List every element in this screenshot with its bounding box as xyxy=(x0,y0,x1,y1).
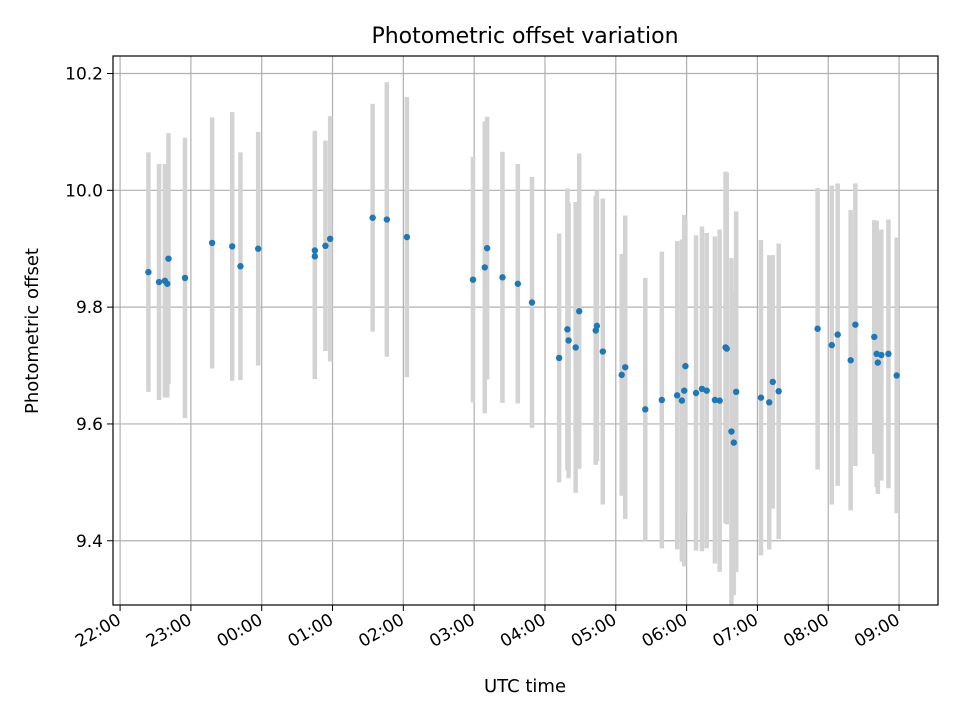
grid-lines xyxy=(113,56,938,605)
data-point xyxy=(369,214,376,221)
data-point xyxy=(326,235,334,243)
data-point xyxy=(311,247,319,254)
data-point xyxy=(499,274,506,281)
data-point xyxy=(155,278,163,286)
data-point xyxy=(852,321,859,328)
data-point xyxy=(682,362,689,370)
data-point xyxy=(483,244,491,252)
data-point xyxy=(383,216,391,223)
data-point xyxy=(642,406,649,413)
data-point xyxy=(847,357,854,364)
data-point xyxy=(878,351,885,359)
data-point xyxy=(164,280,171,287)
data-point xyxy=(681,387,688,394)
plot-frame xyxy=(112,55,939,606)
data-point xyxy=(871,333,878,341)
data-point xyxy=(673,392,681,399)
data-point xyxy=(769,378,776,386)
data-point xyxy=(145,268,152,276)
data-point xyxy=(403,233,411,241)
data-point xyxy=(766,399,773,406)
y-tick-label: 10.0 xyxy=(65,181,103,201)
data-point xyxy=(703,387,710,394)
y-tick-label: 10.2 xyxy=(65,65,103,85)
data-point xyxy=(555,354,563,362)
data-point xyxy=(828,341,835,349)
data-point xyxy=(618,371,625,379)
data-point xyxy=(565,337,572,344)
data-point xyxy=(711,396,719,404)
data-point xyxy=(514,280,522,287)
data-point xyxy=(732,388,740,396)
data-point xyxy=(730,439,738,446)
data-point xyxy=(165,255,172,262)
y-axis-ticks: 9.4 9.6 9.8 10.0 10.2 xyxy=(65,65,113,552)
data-point xyxy=(622,364,629,371)
data-point xyxy=(572,344,579,351)
data-point xyxy=(311,253,319,260)
data-point xyxy=(229,243,236,250)
data-point xyxy=(775,388,782,395)
data-point xyxy=(814,325,821,332)
data-point xyxy=(237,263,244,270)
data-point xyxy=(599,348,607,355)
x-axis-label: UTC time xyxy=(484,676,566,697)
data-point xyxy=(481,264,488,271)
chart-title: Photometric offset variation xyxy=(371,24,678,49)
data-point xyxy=(322,242,329,250)
data-point xyxy=(254,245,262,252)
y-axis-label: Photometric offset xyxy=(22,248,43,414)
data-point xyxy=(528,299,536,306)
y-tick-label: 9.6 xyxy=(76,415,103,435)
y-tick-label: 9.4 xyxy=(76,532,103,552)
data-point xyxy=(692,389,700,397)
data-point xyxy=(716,397,723,404)
data-point xyxy=(874,359,882,366)
y-tick-label: 9.8 xyxy=(76,298,103,318)
data-points xyxy=(145,214,900,446)
data-point xyxy=(757,394,765,401)
data-point xyxy=(564,326,571,333)
data-point xyxy=(834,331,841,338)
data-point xyxy=(678,397,686,404)
data-point xyxy=(723,345,730,352)
data-point xyxy=(885,350,892,358)
data-point xyxy=(728,428,735,435)
data-point xyxy=(208,239,216,247)
data-point xyxy=(181,274,189,282)
data-point xyxy=(469,276,477,283)
data-point xyxy=(893,372,900,379)
data-point xyxy=(658,396,666,404)
data-point xyxy=(576,308,583,315)
data-point xyxy=(593,322,601,330)
